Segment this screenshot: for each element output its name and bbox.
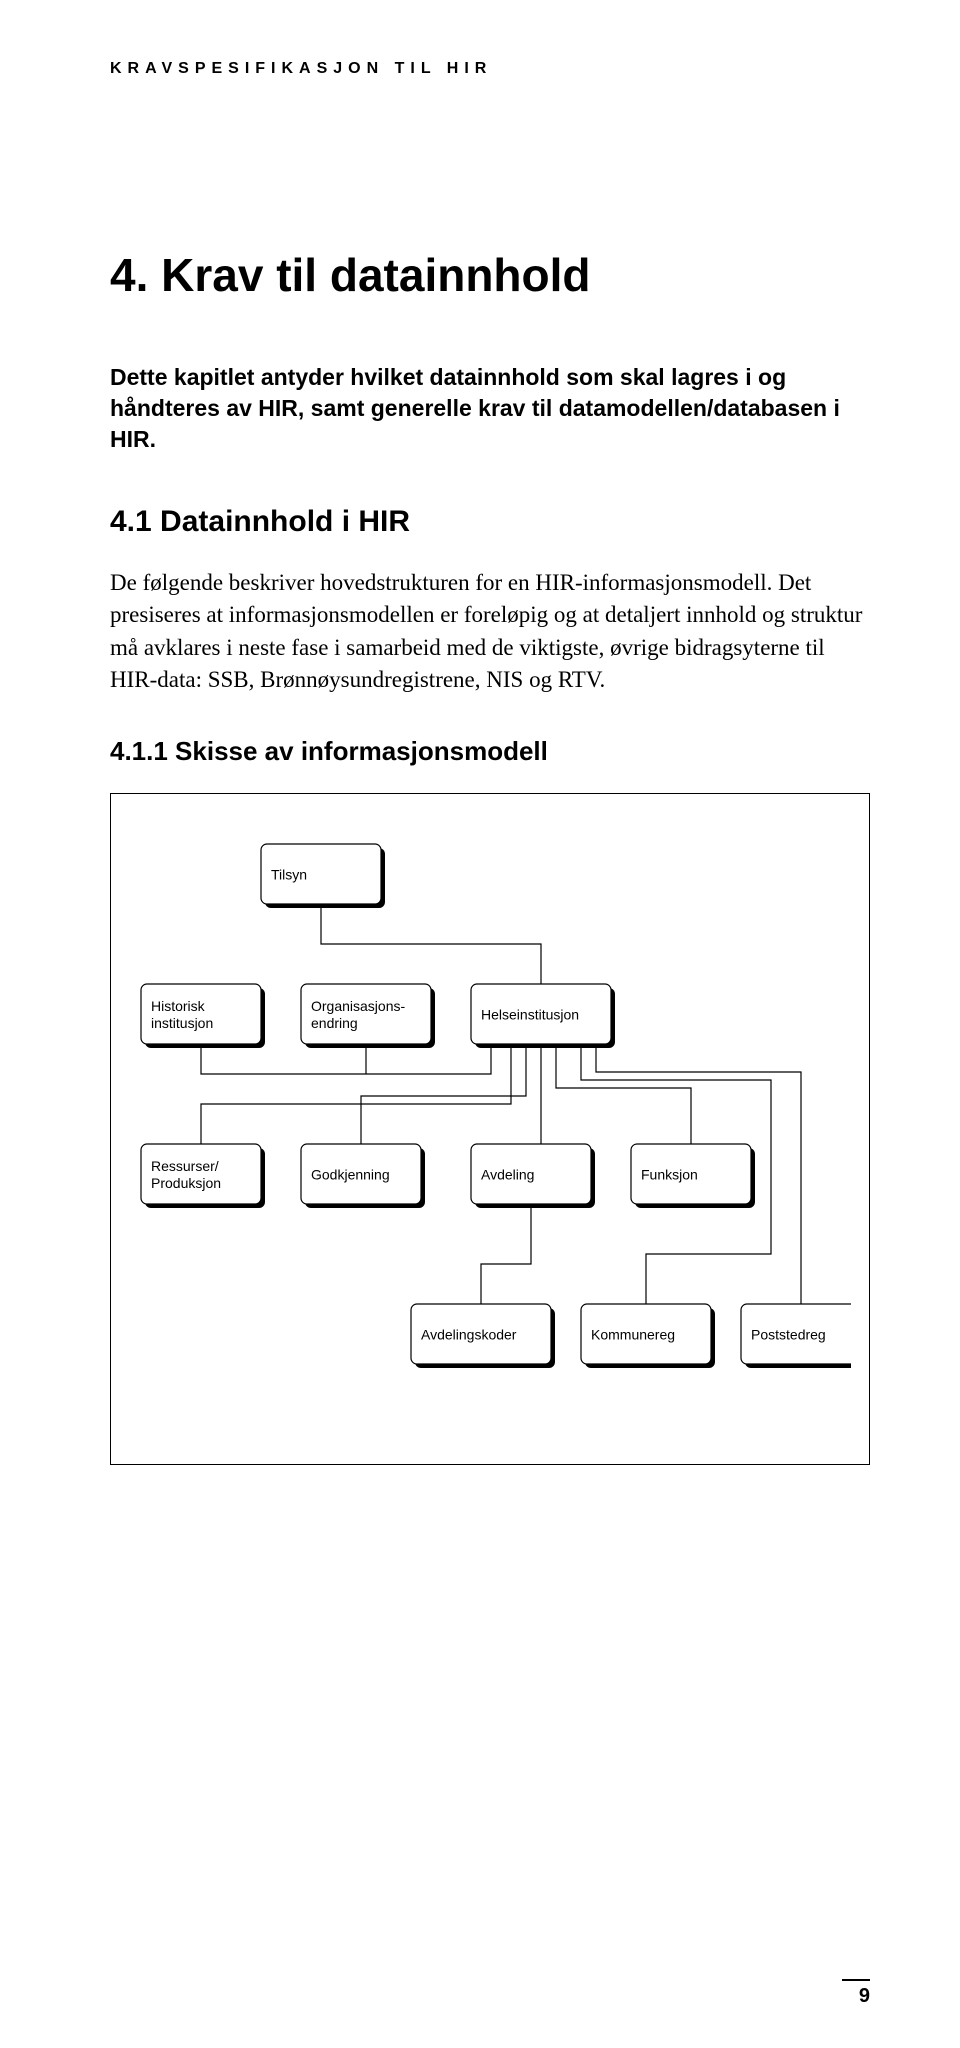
node-label-poststedreg: Poststedreg: [751, 1326, 826, 1342]
section-heading: 4.1 Datainnhold i HIR: [110, 505, 870, 539]
chapter-title: 4. Krav til datainnhold: [110, 248, 870, 302]
edge-helseinst-funksjon: [556, 1044, 691, 1144]
chapter-lead: Dette kapitlet antyder hvilket datainnho…: [110, 362, 870, 455]
edge-tilsyn-helseinst: [321, 904, 541, 984]
section-body: De følgende beskriver hovedstrukturen fo…: [110, 567, 870, 696]
node-label-funksjon: Funksjon: [641, 1166, 698, 1182]
page: KRAVSPESIFIKASJON TIL HIR 4. Krav til da…: [0, 0, 960, 2048]
edge-avdeling-avdkoder: [481, 1204, 531, 1304]
footer-rule: [842, 1979, 870, 1981]
node-label-ressurser: Ressurser/Produksjon: [151, 1158, 221, 1191]
node-label-helseinst: Helseinstitusjon: [481, 1006, 579, 1022]
page-number: 9: [842, 1985, 870, 2008]
diagram-frame: TilsynHistoriskinstitusjonOrganisasjons-…: [110, 793, 870, 1465]
edge-helseinst-godkjenning: [361, 1044, 526, 1144]
node-label-godkjenning: Godkjenning: [311, 1166, 390, 1182]
node-label-avdkoder: Avdelingskoder: [421, 1326, 517, 1342]
edge-helseinst-ressurser: [201, 1044, 511, 1144]
node-label-tilsyn: Tilsyn: [271, 866, 307, 882]
subsection-heading: 4.1.1 Skisse av informasjonsmodell: [110, 736, 870, 767]
information-model-diagram: TilsynHistoriskinstitusjonOrganisasjons-…: [131, 824, 851, 1424]
running-head: KRAVSPESIFIKASJON TIL HIR: [110, 60, 870, 78]
node-label-historisk: Historiskinstitusjon: [151, 998, 213, 1031]
node-label-avdeling: Avdeling: [481, 1166, 534, 1182]
edge-historisk-helseinst: [201, 1044, 491, 1074]
node-label-kommunereg: Kommunereg: [591, 1326, 675, 1342]
page-footer: 9: [842, 1979, 870, 2008]
